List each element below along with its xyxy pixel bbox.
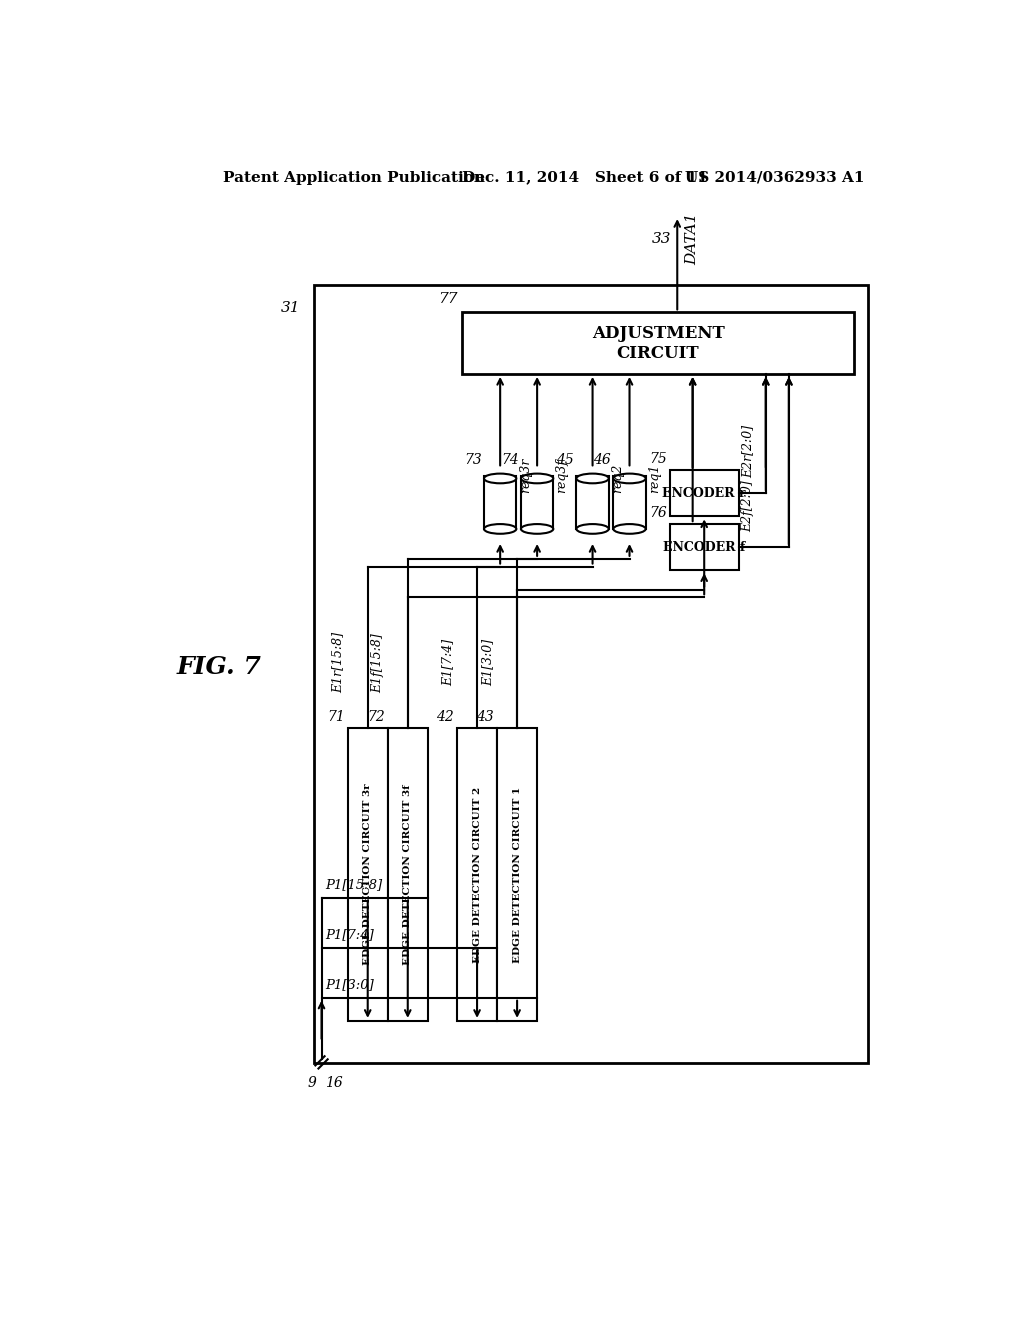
Bar: [313, 285, 868, 1063]
Text: 16: 16: [325, 1076, 342, 1090]
Text: E1[3:0]: E1[3:0]: [481, 639, 494, 686]
Text: P1[15:8]: P1[15:8]: [326, 878, 383, 891]
Bar: [462, 313, 854, 374]
Text: Patent Application Publication: Patent Application Publication: [223, 170, 485, 185]
Text: 46: 46: [593, 453, 611, 467]
Text: EDGE DETECTION CIRCUIT 2: EDGE DETECTION CIRCUIT 2: [472, 787, 481, 962]
Text: ENCODER f: ENCODER f: [664, 541, 745, 554]
Text: req2: req2: [611, 463, 624, 494]
Text: US 2014/0362933 A1: US 2014/0362933 A1: [685, 170, 864, 185]
Text: FIG. 7: FIG. 7: [177, 655, 261, 678]
Text: 45: 45: [556, 453, 574, 467]
Text: ADJUSTMENT
CIRCUIT: ADJUSTMENT CIRCUIT: [592, 325, 724, 362]
Bar: [521, 477, 553, 529]
Text: EDGE DETECTION CIRCUIT 3f: EDGE DETECTION CIRCUIT 3f: [403, 784, 413, 965]
Text: 43: 43: [476, 710, 494, 725]
Text: 42: 42: [436, 710, 454, 725]
Bar: [670, 524, 739, 570]
Ellipse shape: [577, 524, 608, 533]
Ellipse shape: [521, 474, 553, 483]
Text: Dec. 11, 2014   Sheet 6 of 11: Dec. 11, 2014 Sheet 6 of 11: [462, 170, 708, 185]
Text: 75: 75: [649, 453, 668, 466]
Bar: [348, 729, 388, 1020]
Text: E2r[2:0]: E2r[2:0]: [741, 425, 754, 478]
Text: DATA1: DATA1: [685, 213, 699, 265]
Text: 72: 72: [367, 710, 385, 725]
Text: E2f[2:0]: E2f[2:0]: [741, 480, 754, 532]
Ellipse shape: [484, 524, 516, 533]
Text: E1[7:4]: E1[7:4]: [441, 639, 454, 686]
Text: 77: 77: [438, 292, 458, 306]
Bar: [484, 477, 516, 529]
Bar: [577, 477, 608, 529]
Text: E1f[15:8]: E1f[15:8]: [372, 632, 385, 693]
Ellipse shape: [613, 474, 646, 483]
Text: 33: 33: [651, 232, 671, 247]
Text: P1[7:4]: P1[7:4]: [326, 928, 374, 941]
Ellipse shape: [521, 524, 553, 533]
Bar: [670, 470, 739, 516]
Text: 73: 73: [464, 453, 481, 467]
Bar: [497, 729, 538, 1020]
Text: 71: 71: [327, 710, 345, 725]
Text: 9: 9: [308, 1076, 316, 1090]
Ellipse shape: [577, 474, 608, 483]
Bar: [388, 729, 428, 1020]
Text: 74: 74: [501, 453, 518, 467]
Text: EDGE DETECTION CIRCUIT 1: EDGE DETECTION CIRCUIT 1: [513, 787, 521, 962]
Text: ENCODER r: ENCODER r: [663, 487, 745, 500]
Text: EDGE DETECTION CIRCUIT 3r: EDGE DETECTION CIRCUIT 3r: [364, 784, 372, 965]
Bar: [457, 729, 497, 1020]
Text: P1[3:0]: P1[3:0]: [326, 978, 374, 991]
Text: req1: req1: [648, 463, 662, 494]
Bar: [613, 477, 646, 529]
Text: E1r[15:8]: E1r[15:8]: [332, 632, 345, 693]
Text: req3r: req3r: [518, 458, 531, 494]
Ellipse shape: [613, 524, 646, 533]
Text: 76: 76: [649, 507, 668, 520]
Text: req3f: req3f: [556, 459, 568, 494]
Ellipse shape: [484, 474, 516, 483]
Text: 31: 31: [281, 301, 300, 315]
